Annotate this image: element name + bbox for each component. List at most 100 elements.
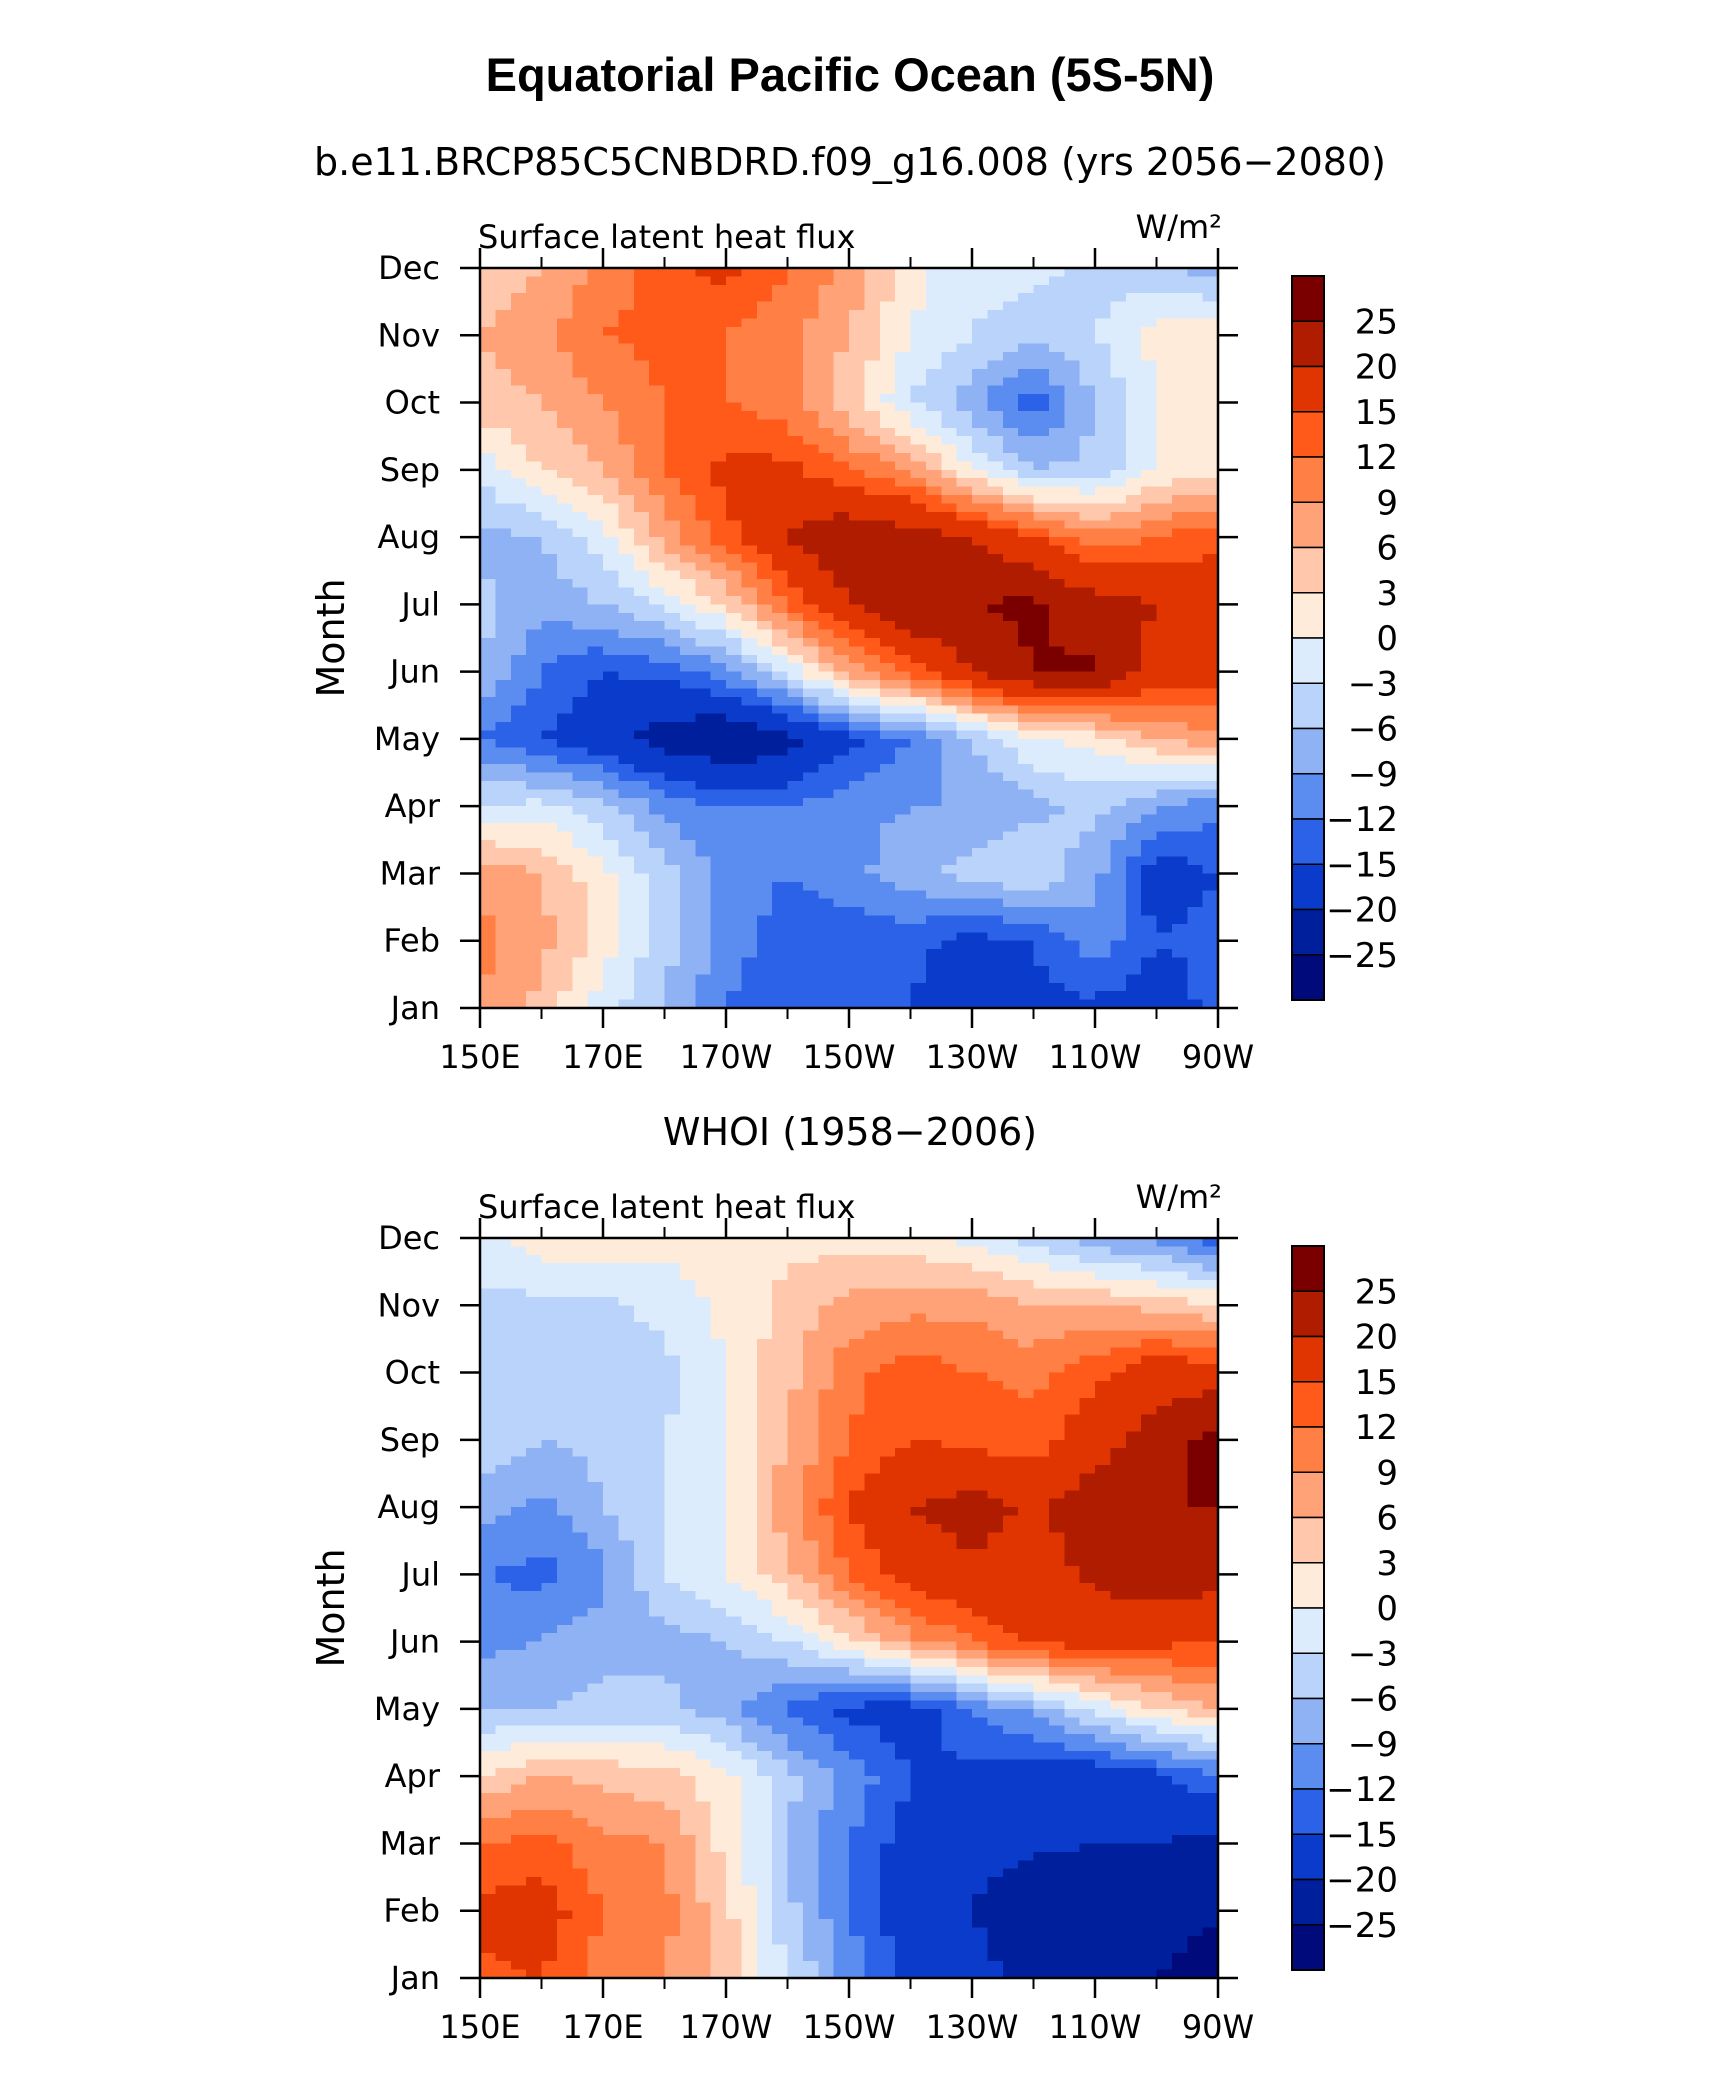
heatmap-cell (726, 570, 742, 580)
heatmap-cell (987, 612, 1004, 622)
heatmap-cell (710, 1238, 727, 1248)
heatmap-cell (603, 453, 619, 463)
heatmap-cell (910, 755, 927, 765)
heatmap-cell (987, 772, 1004, 782)
heatmap-cell (925, 881, 942, 891)
heatmap-cell (1187, 663, 1204, 673)
heatmap-cell (1048, 755, 1065, 765)
heatmap-cell (1110, 419, 1127, 429)
heatmap-cell (802, 419, 819, 429)
heatmap-cell (925, 797, 942, 807)
heatmap-cell (1187, 486, 1204, 496)
heatmap-cell (572, 974, 589, 984)
heatmap-cell (480, 402, 496, 412)
heatmap-cell (987, 427, 1004, 437)
heatmap-cell (526, 310, 543, 320)
heatmap-cell (802, 806, 819, 816)
heatmap-cell (526, 873, 543, 883)
heatmap-cell (772, 520, 789, 530)
heatmap-cell (1064, 486, 1081, 496)
heatmap-cell (510, 276, 527, 286)
heatmap-cell (833, 823, 850, 833)
heatmap-cell (818, 1296, 835, 1306)
heatmap-cell (987, 831, 1004, 841)
heatmap-cell (1125, 503, 1142, 513)
heatmap-cell (1079, 907, 1096, 917)
heatmap-cell (695, 318, 712, 328)
heatmap-cell (495, 932, 512, 942)
heatmap-cell (679, 1313, 696, 1323)
heatmap-cell (987, 738, 1004, 748)
heatmap-cell (1125, 326, 1142, 336)
heatmap-cell (618, 528, 635, 538)
heatmap-cell (1079, 865, 1096, 875)
heatmap-cell (1033, 949, 1050, 959)
heatmap-cell (833, 587, 850, 597)
heatmap-cell (879, 688, 896, 698)
heatmap-cell (556, 570, 573, 580)
heatmap-cell (495, 907, 512, 917)
heatmap-cell (895, 276, 912, 286)
heatmap-cell (756, 965, 773, 975)
heatmap-cell (618, 949, 635, 959)
heatmap-cell (956, 621, 973, 631)
heatmap-cell (695, 738, 712, 748)
heatmap-cell (1110, 1263, 1127, 1273)
heatmap-cell (772, 461, 789, 471)
heatmap-cell (1048, 806, 1065, 816)
heatmap-cell (649, 881, 666, 891)
heatmap-cell (541, 965, 558, 975)
heatmap-cell (1002, 932, 1019, 942)
heatmap-cell (1110, 621, 1127, 631)
heatmap-cell (987, 1280, 1004, 1290)
heatmap-cell (679, 722, 696, 732)
heatmap-cell (818, 881, 835, 891)
heatmap-cell (618, 545, 635, 555)
heatmap-cell (879, 1254, 896, 1264)
heatmap-cell (710, 638, 727, 648)
heatmap-cell (879, 360, 896, 370)
heatmap-cell (818, 638, 835, 648)
heatmap-cell (556, 629, 573, 639)
heatmap-cell (726, 495, 742, 505)
heatmap-cell (587, 1347, 604, 1357)
heatmap-cell (695, 1330, 712, 1340)
heatmap-cell (756, 764, 773, 774)
heatmap-cell (710, 730, 727, 740)
heatmap-cell (802, 789, 819, 799)
heatmap-cell (787, 957, 804, 967)
heatmap-cell (695, 671, 712, 681)
heatmap-cell (1079, 293, 1096, 303)
heatmap-cell (510, 368, 527, 378)
heatmap-cell (818, 982, 835, 992)
heatmap-cell (495, 570, 512, 580)
heatmap-cell (849, 1322, 865, 1332)
heatmap-cell (756, 612, 773, 622)
heatmap-cell (572, 621, 589, 631)
heatmap-cell (1171, 545, 1188, 555)
heatmap-cell (849, 1288, 865, 1298)
heatmap-cell (1171, 612, 1188, 622)
heatmap-cell (787, 301, 804, 311)
heatmap-cell (603, 461, 619, 471)
heatmap-cell (802, 385, 819, 395)
heatmap-cell (556, 495, 573, 505)
heatmap-cell (587, 368, 604, 378)
heatmap-cell (541, 1305, 558, 1315)
heatmap-cell (1048, 1246, 1065, 1256)
heatmap-cell (756, 646, 773, 656)
heatmap-cell (695, 839, 712, 849)
heatmap-cell (526, 991, 543, 1001)
heatmap-cell (495, 1288, 512, 1298)
heatmap-cell (480, 923, 496, 933)
heatmap-cell (910, 545, 927, 555)
heatmap-cell (495, 797, 512, 807)
heatmap-cell (787, 1347, 804, 1357)
heatmap-cell (910, 469, 927, 479)
heatmap-cell (849, 368, 865, 378)
heatmap-cell (879, 1296, 896, 1306)
heatmap-cell (526, 520, 543, 530)
heatmap-cell (1064, 595, 1081, 605)
heatmap-cell (1187, 1296, 1204, 1306)
heatmap-cell (510, 932, 527, 942)
